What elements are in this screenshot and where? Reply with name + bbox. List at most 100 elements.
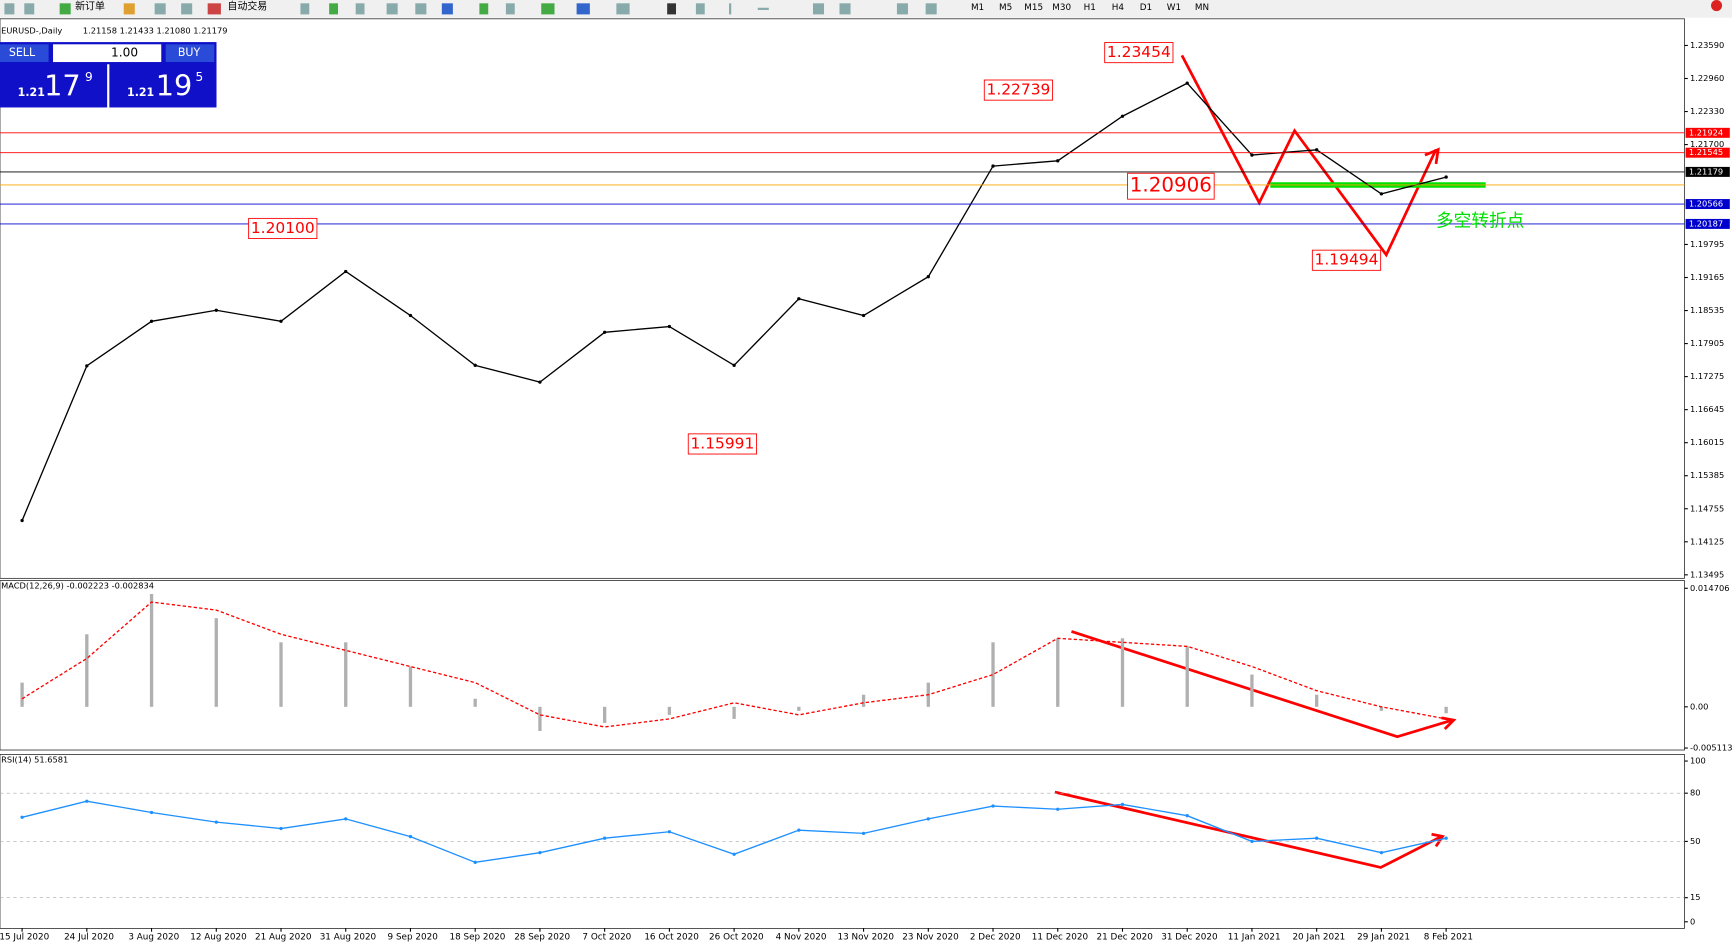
data-point (344, 269, 348, 274)
histogram-bar (861, 694, 866, 707)
x-tick-label: 21 Dec 2020 (1097, 933, 1154, 943)
histogram-bar (732, 706, 736, 719)
x-tick-label: 28 Sep 2020 (514, 933, 570, 943)
lots-input[interactable]: 1.00 (111, 46, 138, 60)
y-tick-label: 1.18535 (1690, 305, 1724, 315)
y-tick-label: 1.19795 (1690, 239, 1724, 249)
histogram-bar (1185, 646, 1189, 707)
timeframe-button[interactable]: H4 (1112, 3, 1125, 13)
timeframe-button[interactable]: MN (1195, 3, 1209, 13)
y-tick-label: 1.16645 (1690, 404, 1724, 414)
y-tick-label: 1.16015 (1690, 437, 1724, 447)
histogram-bar (1315, 694, 1319, 707)
x-tick-label: 9 Sep 2020 (388, 933, 439, 943)
level-label: 1.20566 (1689, 199, 1723, 209)
histogram-bar (149, 593, 154, 707)
timeframe-button[interactable]: D1 (1140, 3, 1152, 13)
data-point (1185, 814, 1189, 818)
annotation-label: 1.22739 (986, 81, 1050, 99)
histogram-bar (991, 642, 995, 707)
x-tick-label: 20 Jan 2021 (1292, 933, 1345, 943)
timeframe-button[interactable]: M15 (1024, 3, 1043, 13)
timeframe-button[interactable]: W1 (1167, 3, 1181, 13)
level-label: 1.21179 (1689, 166, 1723, 176)
data-point (667, 324, 672, 329)
level-label: 1.20187 (1689, 218, 1723, 228)
timeframe-button[interactable]: M5 (999, 3, 1012, 13)
level-tag (1685, 127, 1730, 138)
annotation-box (687, 433, 757, 455)
histogram-bar (344, 642, 348, 707)
histogram-bar (538, 706, 542, 731)
level-tag (1685, 218, 1730, 229)
histogram-bar (1444, 706, 1448, 714)
data-point (1250, 153, 1254, 157)
data-point (1379, 851, 1384, 855)
data-point (279, 319, 283, 323)
data-point (1250, 839, 1254, 844)
toolbar-icons (4, 0, 1723, 15)
histogram-bar (214, 618, 218, 707)
data-point (344, 817, 348, 821)
y-tick-label: 100 (1690, 756, 1706, 766)
histogram-bar (602, 706, 607, 723)
y-tick-label: 1.13495 (1690, 569, 1724, 579)
buy-label[interactable]: BUY (178, 46, 201, 59)
timeframe-button[interactable]: M30 (1052, 3, 1071, 13)
y-tick-label: 1.15385 (1690, 470, 1724, 480)
histogram-bar (473, 698, 477, 707)
data-point (538, 851, 542, 855)
x-tick-label: 21 Aug 2020 (255, 933, 312, 943)
annotation-note: 多空转折点 (1436, 211, 1524, 232)
x-tick-label: 12 Aug 2020 (190, 933, 247, 943)
level-tag (1685, 147, 1730, 158)
data-point (797, 828, 801, 832)
quote-text: 1.21158 1.21433 1.21080 1.21179 (83, 26, 228, 36)
sell-button[interactable] (0, 44, 49, 63)
auto-trading-button[interactable]: 自动交易 (228, 0, 268, 13)
toolbar (0, 0, 1732, 18)
x-tick-label: 8 Feb 2021 (1424, 933, 1473, 943)
x-tick-label: 16 Oct 2020 (644, 933, 699, 943)
data-point (861, 313, 866, 318)
x-tick-label: 2 Dec 2020 (970, 933, 1021, 943)
macd-panel (0, 580, 1685, 751)
price-panel (0, 18, 1685, 579)
data-point (1444, 175, 1448, 179)
data-point (85, 364, 89, 368)
x-tick-label: 3 Aug 2020 (128, 933, 179, 943)
y-tick-label: 80 (1690, 788, 1701, 798)
timeframe-button[interactable]: M1 (971, 3, 984, 13)
data-point (20, 815, 24, 819)
ask-frac: 5 (196, 70, 204, 84)
data-point (602, 330, 607, 334)
y-tick-label: 1.22330 (1690, 106, 1724, 116)
timeframe-button[interactable]: H1 (1084, 3, 1096, 13)
data-point (473, 860, 477, 864)
level-label: 1.21545 (1689, 147, 1723, 157)
buy-button[interactable] (165, 44, 215, 63)
level-tag (1685, 166, 1730, 177)
x-tick-label: 29 Jan 2021 (1357, 933, 1410, 943)
ask-pips: 19 (156, 68, 193, 102)
histogram-bar (1379, 706, 1384, 711)
histogram-bar (279, 642, 283, 707)
sell-label[interactable]: SELL (9, 46, 36, 59)
histogram-bar (20, 682, 24, 707)
y-tick-label: -0.005113 (1690, 743, 1732, 753)
data-point (214, 820, 218, 824)
histogram-bar (797, 706, 801, 711)
data-point (1056, 807, 1060, 811)
x-tick-label: 18 Sep 2020 (449, 933, 505, 943)
new-order-button[interactable]: 新订单 (75, 0, 105, 13)
annotation-label: 1.20906 (1130, 174, 1212, 197)
data-point (214, 308, 218, 312)
data-point (926, 817, 930, 821)
annotation-label: 1.19494 (1315, 251, 1379, 269)
data-point (20, 518, 24, 523)
data-point (667, 830, 672, 834)
bid-big: 1.21 (18, 86, 45, 99)
annotation-box (983, 79, 1054, 101)
